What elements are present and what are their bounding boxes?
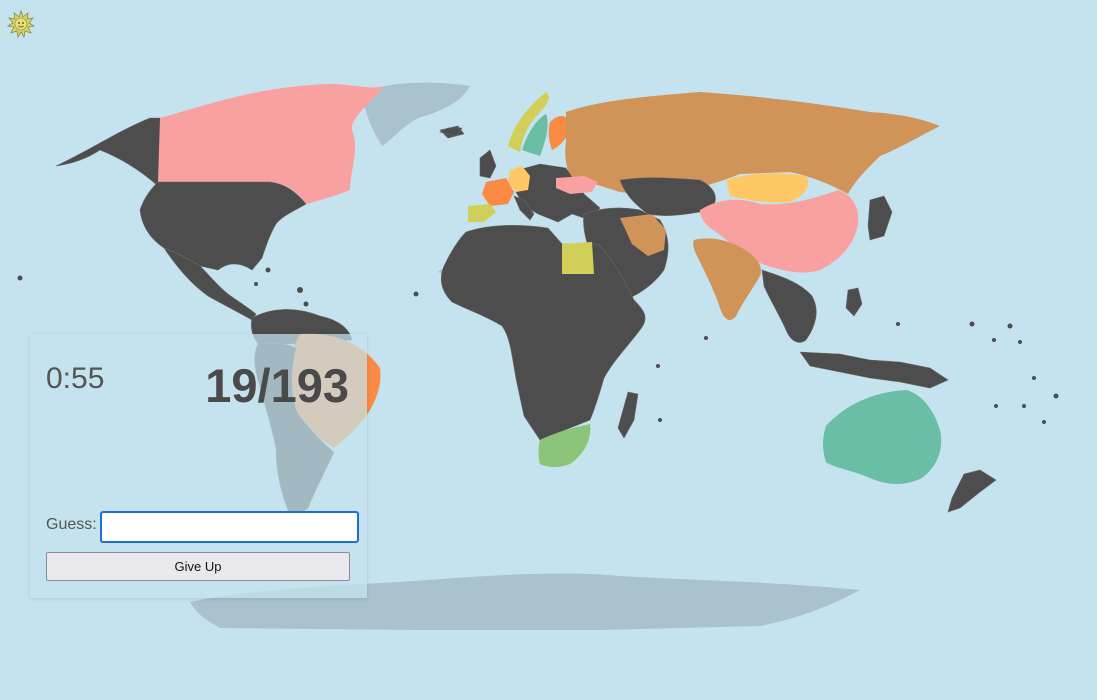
country-china (700, 190, 859, 273)
give-up-button[interactable]: Give Up (46, 552, 350, 581)
country-australia (823, 390, 942, 484)
country-egypt (562, 242, 594, 274)
timer: 0:55 (46, 362, 105, 395)
country-canada (158, 84, 384, 204)
country-new-zealand (947, 469, 997, 513)
guess-label: Guess: (46, 516, 97, 533)
country-greenland (362, 82, 470, 146)
country-iran (620, 214, 666, 256)
country-south-africa (538, 424, 591, 467)
country-japan (867, 195, 893, 241)
country-sweden (522, 114, 548, 156)
country-russia (565, 92, 940, 196)
country-france (482, 178, 514, 206)
small-islands (17, 267, 1059, 424)
country-philippines (845, 287, 863, 317)
country-madagascar (617, 391, 639, 439)
country-italy (513, 195, 535, 221)
country-spain (468, 204, 496, 222)
sun-icon[interactable] (6, 9, 36, 39)
country-usa-alaska (55, 117, 169, 187)
score-counter: 19/193 (205, 359, 349, 412)
country-indonesia (799, 351, 949, 389)
country-usa (139, 181, 307, 271)
game-panel: 0:55 19/193 Guess: Give Up (30, 334, 367, 598)
country-germany (508, 166, 530, 192)
country-india (693, 238, 762, 321)
country-finland (548, 116, 570, 150)
country-ukraine (556, 176, 598, 194)
country-southeast-asia (761, 269, 817, 343)
guess-input[interactable] (100, 511, 359, 543)
country-mongolia (726, 173, 809, 203)
country-norway (508, 92, 549, 152)
country-united-kingdom (479, 149, 497, 179)
country-africa-unguessed (440, 225, 646, 441)
country-mexico (163, 247, 257, 321)
country-arctic-islands (439, 127, 463, 137)
